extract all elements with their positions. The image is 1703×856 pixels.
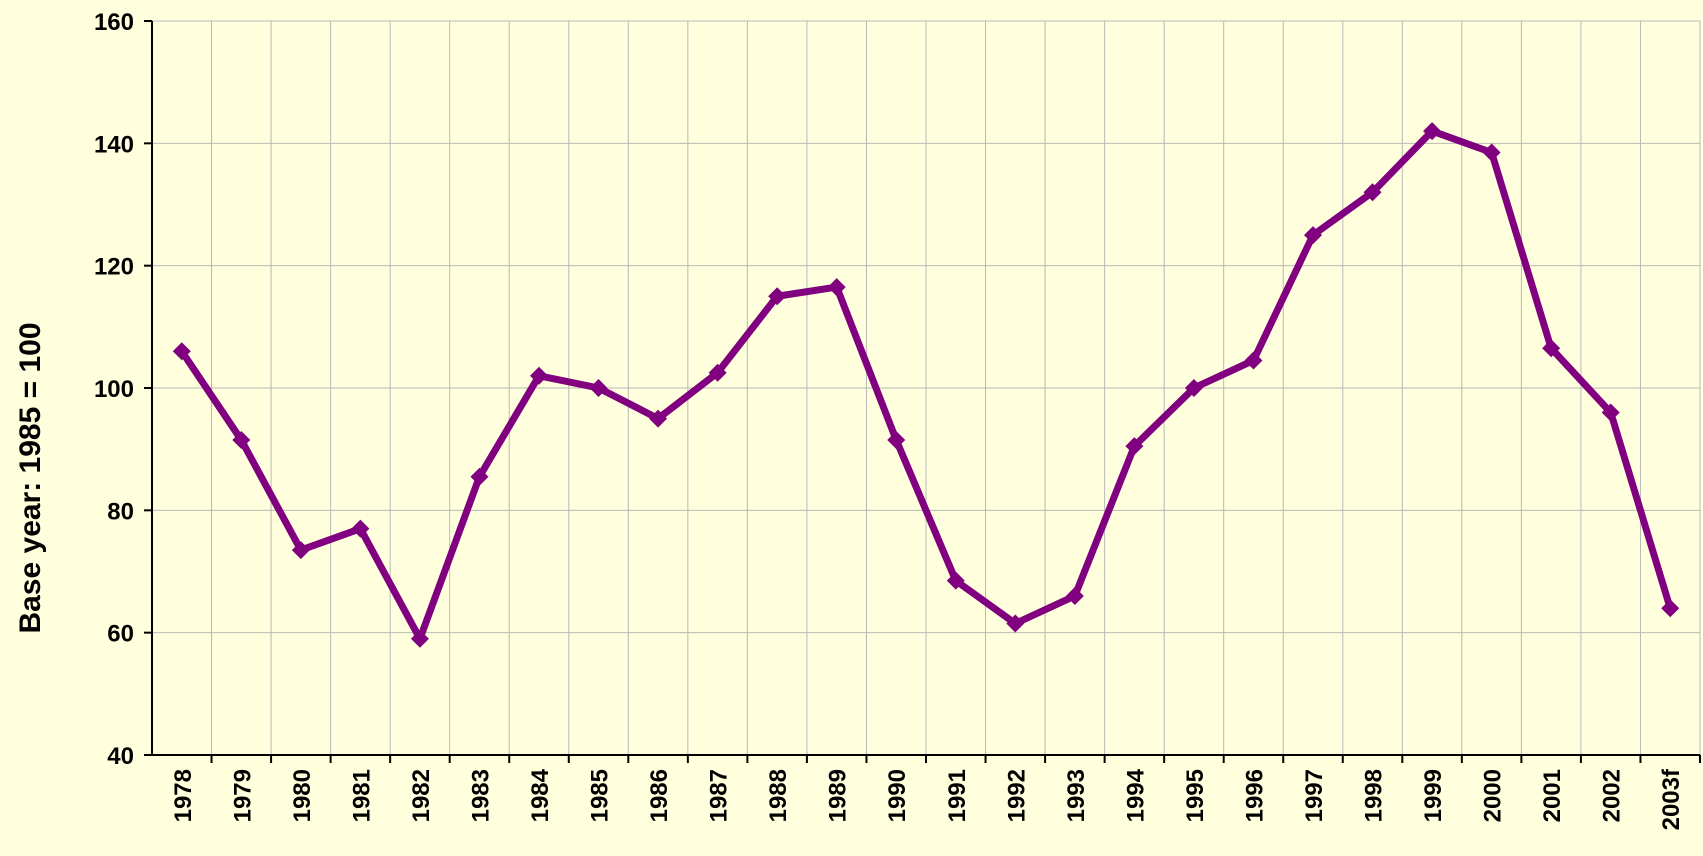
x-tick-label: 2001 [1539, 769, 1566, 822]
x-tick-label: 1979 [229, 769, 256, 822]
x-tick-label: 1997 [1301, 769, 1328, 822]
x-tick-label: 1978 [170, 769, 197, 822]
x-tick-label: 1994 [1122, 768, 1149, 822]
marker [470, 467, 489, 486]
x-tick-label: 1981 [348, 769, 375, 822]
x-tick-label: 1982 [408, 769, 435, 822]
marker [1244, 351, 1263, 370]
x-tick-label: 1988 [765, 769, 792, 822]
x-tick-label: 2000 [1480, 769, 1507, 822]
marker [172, 342, 191, 361]
marker [649, 409, 668, 428]
marker [291, 541, 310, 560]
x-tick-label: 1995 [1182, 769, 1209, 822]
x-tick-label: 1993 [1063, 769, 1090, 822]
marker [1006, 614, 1025, 633]
y-tick-label: 100 [94, 376, 134, 403]
x-tick-label: 1983 [467, 769, 494, 822]
marker [946, 571, 965, 590]
marker [530, 366, 548, 385]
y-tick-label: 60 [107, 621, 134, 648]
x-tick-label: 1991 [944, 769, 971, 822]
marker [589, 379, 608, 397]
y-tick-label: 160 [94, 9, 134, 36]
marker [410, 629, 429, 648]
x-tick-label: 2003f [1658, 768, 1685, 830]
marker [827, 278, 846, 297]
x-tick-label: 1999 [1420, 769, 1447, 822]
y-tick-label: 140 [94, 131, 134, 158]
marker [1363, 183, 1382, 202]
y-axis-label: Base year: 1985 = 100 [14, 322, 47, 633]
x-tick-label: 1984 [527, 768, 554, 822]
x-tick-label: 1986 [646, 769, 673, 822]
marker [1423, 122, 1442, 141]
x-tick-label: 1980 [289, 769, 316, 822]
y-tick-label: 120 [94, 254, 134, 281]
y-tick-label: 40 [107, 743, 134, 770]
x-tick-label: 1998 [1361, 769, 1388, 822]
x-tick-label: 2002 [1599, 769, 1626, 822]
x-tick-label: 1992 [1003, 769, 1030, 822]
line [178, 127, 1674, 643]
x-tick-label: 1989 [825, 769, 852, 822]
marker [351, 519, 370, 538]
x-tick-label: 1990 [884, 769, 911, 822]
x-tick-label: 1996 [1241, 769, 1268, 822]
marker [1661, 599, 1680, 618]
marker [232, 430, 251, 449]
x-tick-label: 1985 [587, 769, 614, 822]
marker [1125, 437, 1144, 456]
marker [1601, 403, 1620, 422]
marker [1065, 586, 1084, 605]
marker [708, 363, 727, 382]
marker [1304, 226, 1322, 245]
marker [1184, 379, 1203, 397]
x-tick-label: 1987 [706, 769, 733, 822]
marker [1542, 339, 1561, 358]
marker [1482, 143, 1501, 162]
y-tick-label: 80 [107, 498, 134, 525]
marker [768, 287, 787, 306]
marker [887, 430, 906, 449]
